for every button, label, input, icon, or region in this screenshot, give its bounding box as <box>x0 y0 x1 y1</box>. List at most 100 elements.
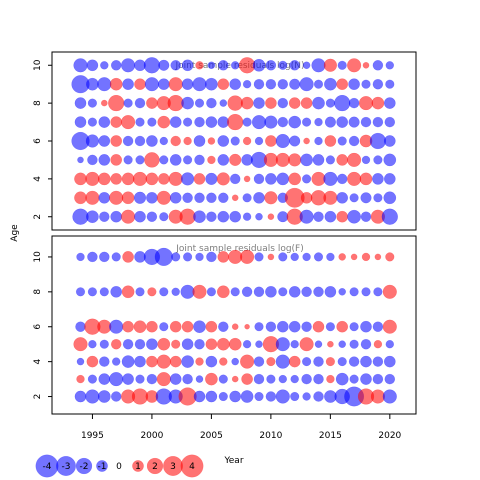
bubble-logF-age8-2002 <box>171 287 180 296</box>
bubble-logN-age6-2006 <box>217 135 230 147</box>
bubble-logF-age4-2018 <box>360 355 372 368</box>
bubble-logF-age4-2005 <box>205 355 218 368</box>
bubble-logN-age10-2020 <box>385 61 394 70</box>
bubble-logN-age9-2007 <box>229 78 241 90</box>
bubble-logN-age3-1994 <box>74 191 87 205</box>
bubble-logN-age8-1996 <box>101 99 108 107</box>
bubble-logF-age8-2006 <box>216 285 230 299</box>
bubble-logN-age8-2000 <box>146 97 158 109</box>
bubble-logF-age8-2020 <box>382 284 397 299</box>
bubble-logN-age6-2004 <box>193 135 206 147</box>
bubble-logN-age9-1997 <box>109 77 123 91</box>
bubble-logN-age2-2013 <box>299 209 314 224</box>
bubble-logN-age10-2019 <box>372 60 384 71</box>
bubble-logN-age9-2012 <box>289 78 301 90</box>
bubble-logN-age5-1999 <box>135 155 145 165</box>
bubble-logN-age9-2018 <box>361 79 371 89</box>
bubble-logF-age3-1999 <box>135 374 145 384</box>
bubble-logN-age4-2002 <box>168 171 183 186</box>
bubble-logN-age9-2016 <box>336 78 349 90</box>
bubble-logN-age4-2003 <box>181 172 195 186</box>
bubble-logF-age2-1996 <box>97 390 111 403</box>
bubble-logN-age4-2005 <box>205 172 218 185</box>
bubble-logF-age10-1996 <box>99 251 110 263</box>
bubble-logF-age3-2018 <box>360 373 372 385</box>
bubble-logF-age2-2019 <box>370 389 385 404</box>
bubble-logF-age5-2007 <box>228 337 242 351</box>
bubble-logF-age4-2008 <box>240 354 255 369</box>
bubble-logN-age3-1999 <box>133 191 147 204</box>
bubble-logF-age10-2006 <box>217 251 230 263</box>
bubble-logF-age5-2014 <box>314 340 323 348</box>
bubble-logN-age4-1997 <box>110 173 122 185</box>
bubble-logN-age10-2014 <box>311 58 326 73</box>
bubble-logF-age2-1995 <box>85 389 100 404</box>
bubble-logN-age8-2011 <box>277 97 289 109</box>
bubble-logN-age7-1995 <box>87 117 97 127</box>
bubble-logF-age3-1994 <box>76 374 85 384</box>
x-tick-label-1995: 1995 <box>81 431 104 441</box>
panel-logF: Joint sample residuals log(F) 2 4 6 8 10 <box>33 235 417 415</box>
legend-label-0: 0 <box>116 462 122 472</box>
bubble-logN-age9-1995 <box>86 77 99 91</box>
bubble-logN-age2-1997 <box>110 210 122 223</box>
bubble-logF-age8-2015 <box>324 285 337 298</box>
legend-bubble-2 <box>146 457 164 475</box>
bubble-logN-age5-2018 <box>361 155 371 165</box>
bubble-logN-age10-2010 <box>265 60 277 71</box>
bubble-logN-age2-1995 <box>86 210 99 224</box>
bubble-logN-age3-2018 <box>360 192 372 204</box>
bubble-logN-age2-2006 <box>217 210 230 223</box>
bubble-logN-age2-2020 <box>381 208 398 225</box>
bubble-logN-age9-1998 <box>122 78 134 90</box>
bubble-logF-age6-2013 <box>301 321 312 332</box>
bubble-logF-age10-2008 <box>240 249 255 264</box>
bubble-logN-age2-2014 <box>313 211 324 222</box>
bubble-logN-age5-2014 <box>312 154 325 166</box>
bubble-logN-age9-2001 <box>157 78 170 90</box>
y-tick-label-logF-6: 6 <box>33 324 43 330</box>
bubble-logN-age9-2003 <box>181 78 194 90</box>
bubble-logF-age10-1995 <box>87 251 98 263</box>
bubble-logF-age5-2001 <box>157 337 171 351</box>
legend-label--3: -3 <box>62 462 71 472</box>
bubble-logF-age6-2001 <box>159 322 169 332</box>
bubble-logF-age2-2011 <box>275 389 290 404</box>
bubble-logF-age4-2001 <box>156 354 171 369</box>
bubble-logN-age9-2005 <box>205 77 218 91</box>
bubble-logN-age5-2001 <box>159 155 169 165</box>
bubble-logN-age3-2004 <box>194 192 205 204</box>
bubble-logF-age2-1994 <box>74 390 87 403</box>
bubble-logF-age4-1994 <box>76 357 85 366</box>
legend-bubble--2 <box>75 457 93 475</box>
bubble-logN-age6-2013 <box>303 137 310 145</box>
bubble-logN-age8-2018 <box>358 96 374 111</box>
legend-label--4: -4 <box>43 462 52 472</box>
bubble-logF-age6-2005 <box>205 320 218 333</box>
bubble-logN-age3-2005 <box>206 192 217 204</box>
bubble-logF-age8-2012 <box>288 285 301 298</box>
legend-label-2: 2 <box>152 462 158 472</box>
legend-label-1: 1 <box>135 462 141 472</box>
bubble-logN-age3-2001 <box>156 190 171 205</box>
legend-bubble--3 <box>56 456 76 476</box>
bubble-logF-age6-2010 <box>265 321 277 332</box>
bubble-logN-age8-2020 <box>383 97 396 109</box>
bubble-logF-age4-2016 <box>337 357 347 367</box>
bubble-logF-age6-2003 <box>181 320 194 333</box>
bubble-logF-age6-2014 <box>312 320 325 333</box>
bubble-logN-age8-2002 <box>167 94 184 112</box>
bubble-logN-age2-2015 <box>324 210 337 223</box>
bubble-logN-age3-2013 <box>300 191 313 204</box>
bubble-logF-age8-2016 <box>338 288 346 296</box>
bubble-logN-age7-2018 <box>360 116 372 128</box>
bubble-logN-age8-2004 <box>194 98 205 108</box>
bubble-logF-age6-2008 <box>244 324 250 330</box>
y-tick-label-logN-10: 10 <box>33 59 43 71</box>
bubble-logF-age8-1994 <box>75 287 86 297</box>
bubble-logF-age3-2005 <box>205 372 218 386</box>
bubble-logN-age7-2007 <box>227 113 244 131</box>
bubble-logN-age2-2010 <box>267 213 275 220</box>
bubble-logN-age5-2017 <box>347 152 362 167</box>
bubble-logN-age2-2000 <box>146 211 158 222</box>
